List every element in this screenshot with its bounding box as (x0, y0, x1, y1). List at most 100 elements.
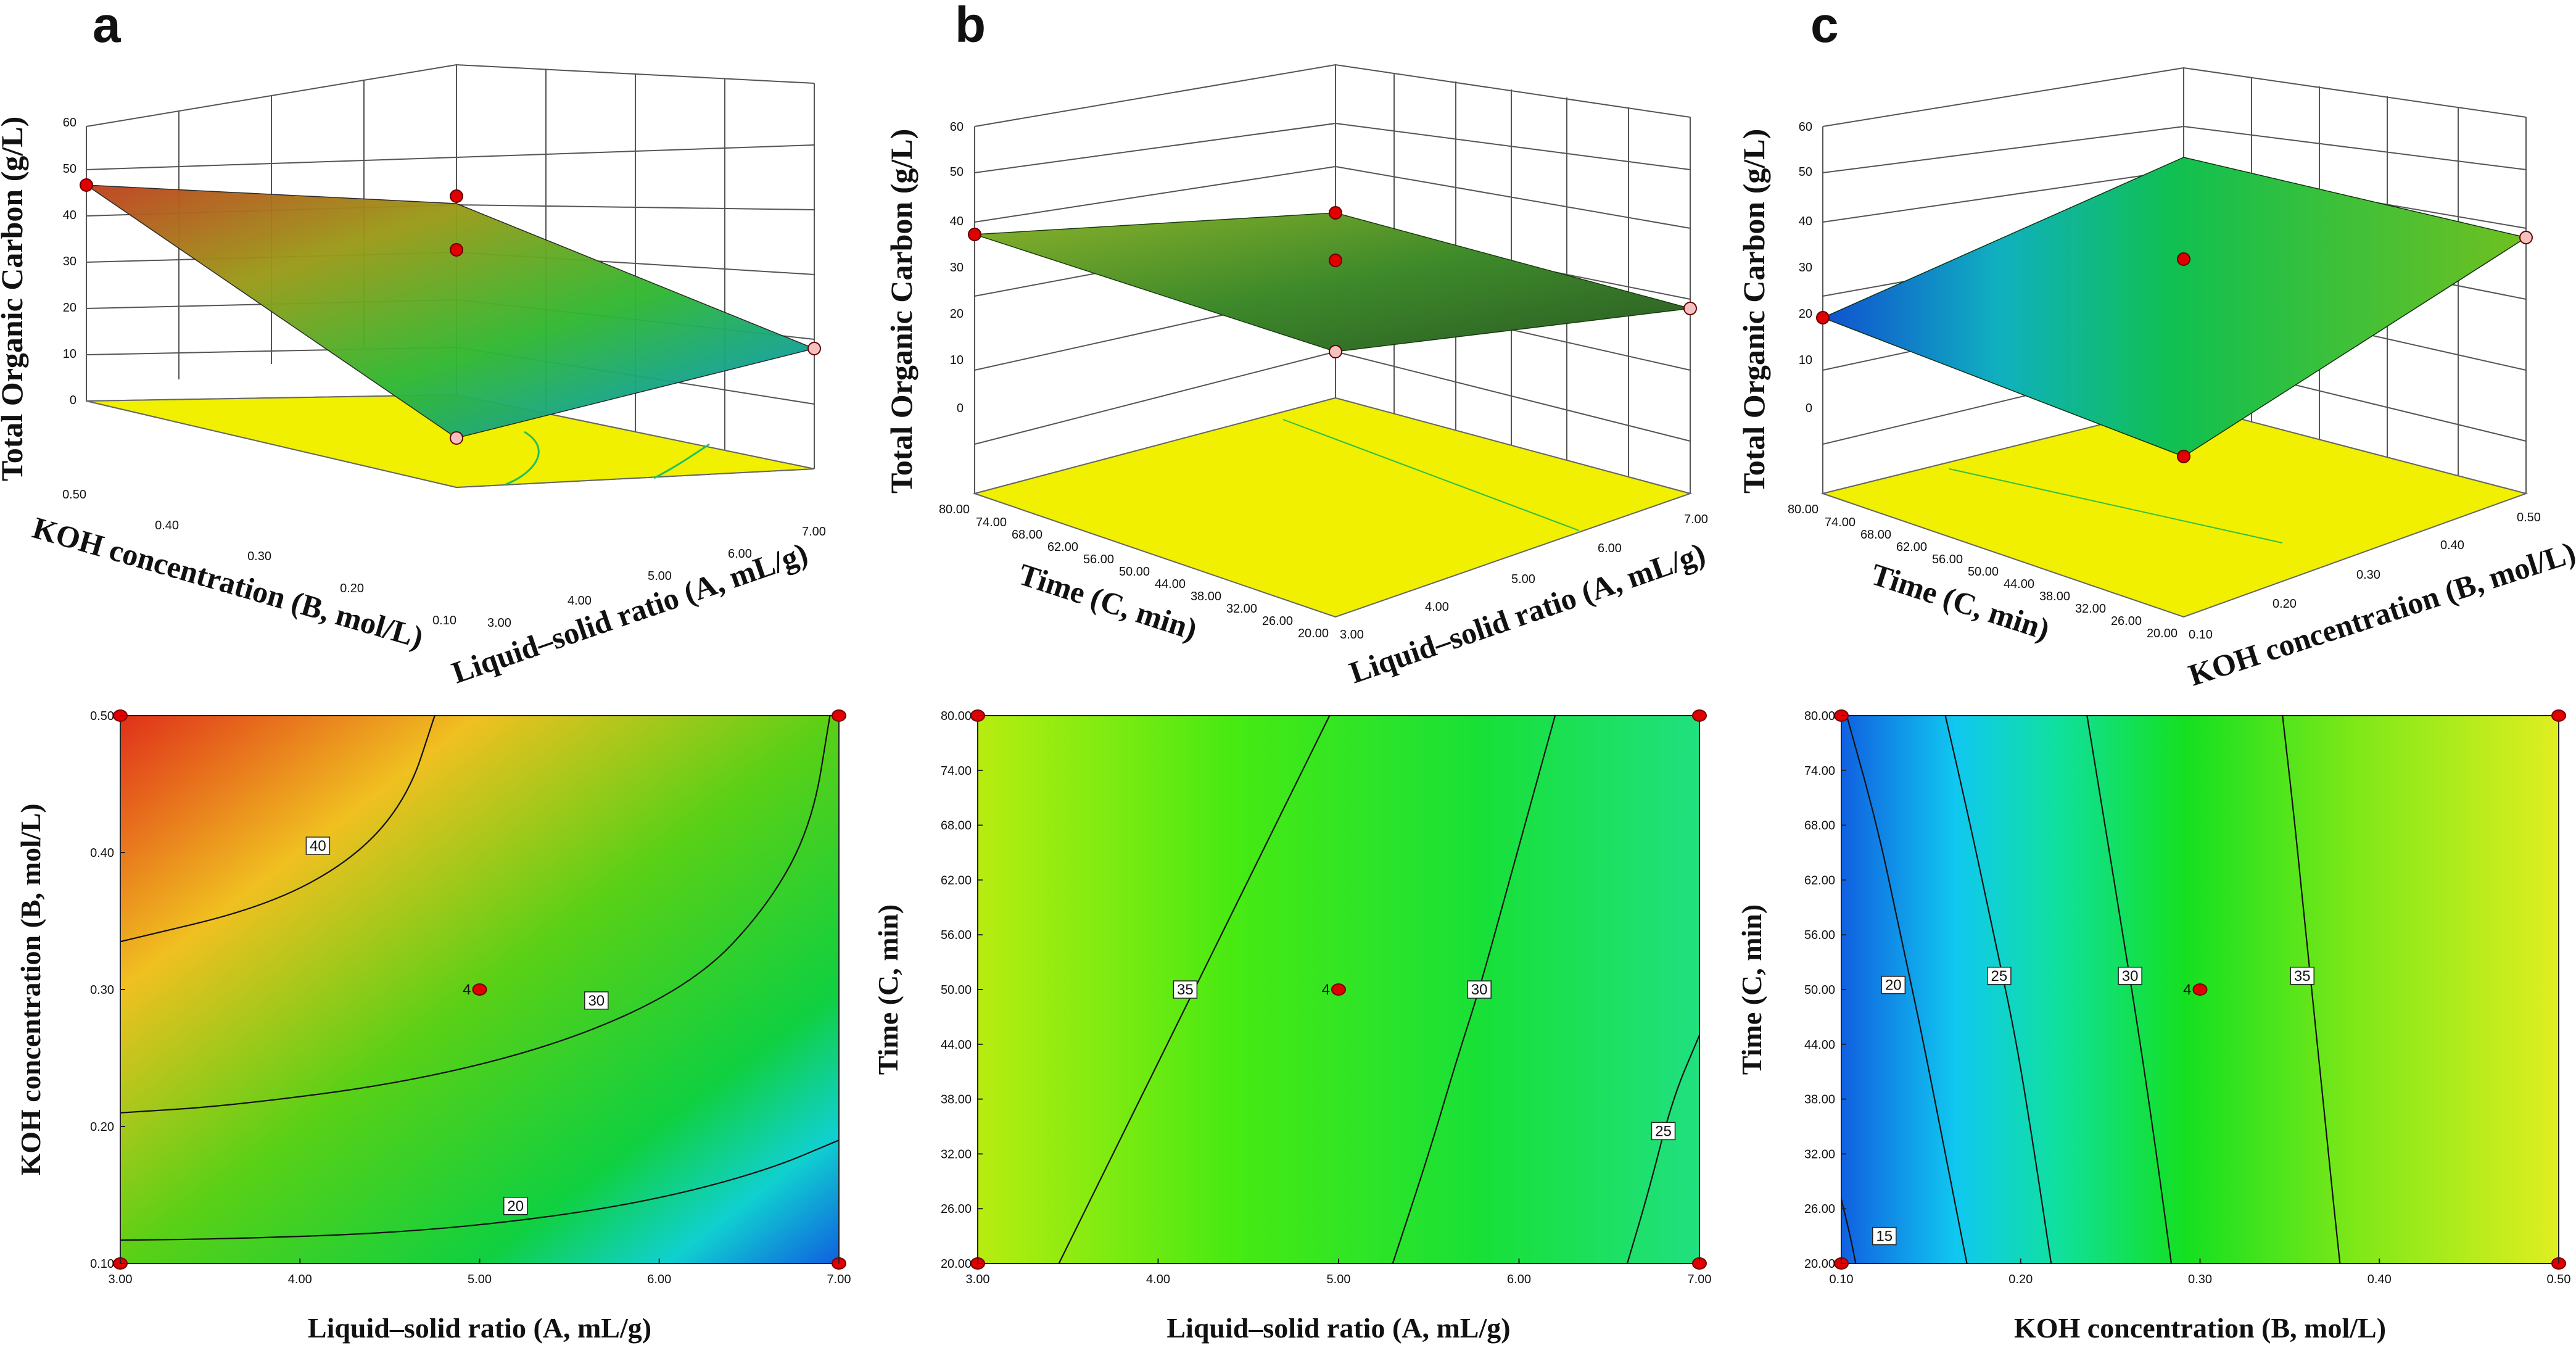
contour-b-center-count: 4 (1322, 982, 1330, 998)
contour-a-ytick: 0.30 (90, 983, 114, 997)
svg-text:0.30: 0.30 (247, 550, 271, 563)
svg-text:74.00: 74.00 (976, 516, 1007, 529)
contour-plot-b: 35 30 25 4 3.00 4.00 5.00 6.00 7.00 20.00 26.00 32.… (872, 709, 1711, 1344)
contour-a-xtick: 3.00 (109, 1273, 133, 1286)
contour-a-xtick: 7.00 (827, 1273, 851, 1286)
svg-text:10: 10 (63, 347, 76, 361)
contour-b-line-30 (1392, 715, 1556, 1264)
contour-b-label-30: 30 (1471, 982, 1488, 998)
svg-text:20.00: 20.00 (1298, 627, 1329, 640)
svg-text:68.00: 68.00 (1860, 528, 1891, 542)
contour-b-ytick: 80.00 (941, 709, 972, 723)
contour-b-design-point (1692, 709, 1707, 722)
contour-c-xtick: 0.20 (2008, 1273, 2033, 1286)
contour-c-label-20: 20 (1885, 977, 1902, 994)
svg-text:20: 20 (1799, 307, 1812, 321)
contour-b-xtick: 7.00 (1688, 1273, 1712, 1286)
svg-text:0.50: 0.50 (62, 488, 86, 502)
svg-text:44.00: 44.00 (2004, 577, 2034, 591)
svg-text:30: 30 (1799, 261, 1812, 275)
svg-text:10: 10 (1799, 353, 1812, 367)
panel-letter-a: a (93, 0, 122, 53)
contour-c-xlabel: KOH concentration (B, mol/L) (2014, 1312, 2386, 1344)
contour-plot-a: 40 30 20 4 3.00 4.00 5.00 6.00 7.00 0.10 0.20 0.30 0… (15, 709, 851, 1344)
svg-text:80.00: 80.00 (1788, 503, 1818, 516)
svg-text:5.00: 5.00 (1511, 573, 1535, 586)
contour-c-ytick: 68.00 (1804, 819, 1835, 833)
contour-c-line-30 (2086, 715, 2173, 1264)
svg-text:30: 30 (950, 261, 964, 275)
contour-c-design-point (2192, 983, 2208, 996)
contour-b-ytick: 32.00 (941, 1147, 972, 1161)
contour-c-ytick: 32.00 (1804, 1147, 1835, 1161)
svg-text:40: 40 (950, 215, 964, 228)
surface-c-ylabel: Time (C, min) (1867, 556, 2054, 647)
svg-text:50.00: 50.00 (1968, 565, 1999, 579)
contour-b-label-box-30 (1467, 980, 1492, 999)
svg-text:10: 10 (950, 353, 964, 367)
contour-b-ytick: 62.00 (941, 874, 972, 887)
surface-a-base (86, 394, 815, 489)
surface-a-yticks: 0.50 0.40 0.30 0.20 0.10 (62, 488, 456, 627)
contour-c-line-15 (1840, 1199, 1857, 1264)
contour-b-ytick: 50.00 (941, 983, 972, 997)
svg-text:4.00: 4.00 (568, 594, 592, 608)
svg-text:60: 60 (63, 116, 76, 130)
contour-c-ytick: 62.00 (1804, 874, 1835, 887)
contour-c-xtick: 0.50 (2547, 1273, 2571, 1286)
contour-c-ylabel: Time (C, min) (1736, 904, 1767, 1075)
contour-c-ytick: 80.00 (1804, 709, 1835, 723)
surface-a-ylabel: KOH concentration (B, mol/L) (29, 510, 427, 655)
contour-c-xtick: 0.40 (2368, 1273, 2392, 1286)
svg-text:20: 20 (63, 301, 76, 315)
svg-text:0.10: 0.10 (432, 614, 456, 627)
contour-b-xtick: 4.00 (1146, 1273, 1170, 1286)
contour-b-xtick: 5.00 (1327, 1273, 1351, 1286)
contour-c-label-25: 25 (1991, 968, 2008, 985)
svg-text:7.00: 7.00 (1684, 513, 1708, 526)
svg-text:0: 0 (1806, 402, 1812, 415)
contour-a-ytick: 0.50 (90, 709, 114, 723)
svg-text:20.00: 20.00 (2147, 627, 2178, 640)
svg-text:60: 60 (1799, 120, 1812, 134)
contour-b-design-point (1331, 983, 1346, 996)
contour-c-label-box-15 (1872, 1226, 1897, 1246)
svg-text:0.30: 0.30 (2356, 568, 2380, 582)
contour-c-center-count: 4 (2183, 982, 2191, 998)
contour-c-label-30: 30 (2122, 968, 2139, 985)
contour-a-ytick: 0.20 (90, 1120, 114, 1134)
contour-a-line-30 (120, 715, 831, 1114)
contour-c-ytick: 50.00 (1804, 983, 1835, 997)
svg-text:7.00: 7.00 (802, 525, 826, 539)
contour-plot-c: 15 20 25 30 35 4 0.10 0.20 0.30 0.40 0.50 20.00 26.0… (1736, 709, 2570, 1344)
contour-b-ytick: 38.00 (941, 1093, 972, 1107)
contour-a-xtick: 4.00 (288, 1273, 312, 1286)
contour-a-design-point (472, 983, 487, 996)
surface-b-zticks: 0 10 20 30 40 50 60 (950, 120, 964, 415)
contour-a-ytick: 0.10 (90, 1257, 114, 1271)
contour-c-ytick: 38.00 (1804, 1093, 1835, 1107)
contour-c-ytick: 74.00 (1804, 764, 1835, 778)
contour-c-label-box-30 (2118, 967, 2142, 985)
surface-b-xticks: 3.00 4.00 5.00 6.00 7.00 (1340, 513, 1708, 642)
contour-c-xtick: 0.30 (2188, 1273, 2212, 1286)
surface-c-yticks: 80.00 74.00 68.00 62.00 56.00 50.00 44.00 38… (1788, 503, 2178, 640)
contour-b-line-35 (1058, 715, 1331, 1264)
surface-c-base (1820, 403, 2529, 618)
svg-text:38.00: 38.00 (1191, 590, 1221, 603)
svg-text:0: 0 (70, 394, 76, 407)
svg-text:56.00: 56.00 (1932, 553, 1963, 566)
contour-a-label-40: 40 (310, 838, 326, 854)
surface-plot-c: c 0 10 20 30 40 50 60 80.00 74.00 (1736, 0, 2576, 692)
svg-text:32.00: 32.00 (1226, 602, 1257, 616)
contour-c-ytick: 56.00 (1804, 928, 1835, 942)
contour-b-ylabel: Time (C, min) (872, 904, 904, 1075)
contour-a-xlabel: Liquid–solid ratio (A, mL/g) (308, 1312, 651, 1344)
svg-text:5.00: 5.00 (648, 569, 672, 583)
contour-c-xtick: 0.10 (1830, 1273, 1854, 1286)
svg-text:3.00: 3.00 (487, 616, 511, 630)
surface-c-zlabel: Total Organic Carbon (g/L) (1736, 129, 1771, 494)
contour-a-ylabel: KOH concentration (B, mol/L) (15, 803, 46, 1175)
contour-a-label-box-30 (584, 991, 609, 1010)
contour-c-label-15: 15 (1876, 1228, 1893, 1245)
